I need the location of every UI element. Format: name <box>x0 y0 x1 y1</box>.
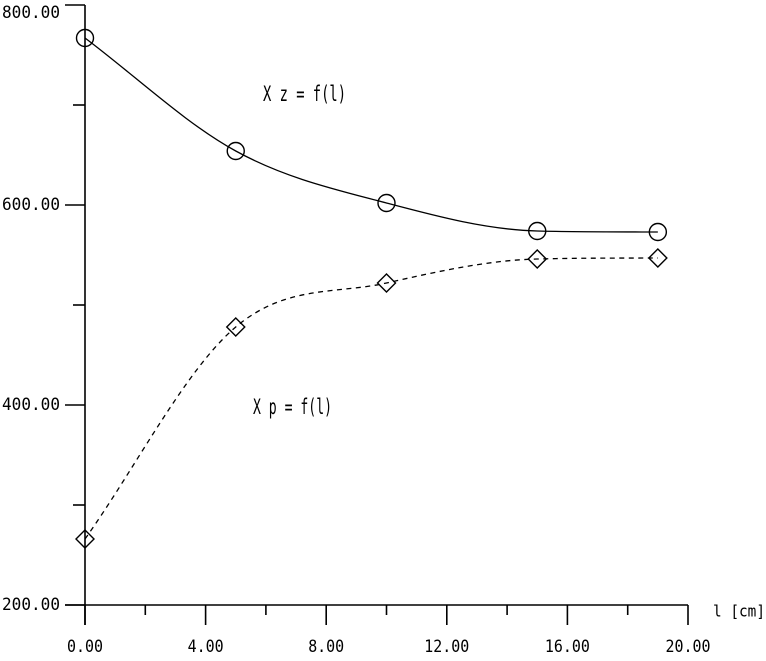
x-axis-label: l [cm] <box>713 602 765 621</box>
x-tick-label: 4.00 <box>188 637 224 657</box>
diamond-marker <box>376 273 397 293</box>
y-tick-label: 600.00 <box>2 195 60 215</box>
tick-labels: 0.00 4.00 8.00 12.00 16.00 20.00 200.00 400.00 6… <box>2 3 711 657</box>
x-tick-label: 8.00 <box>308 637 344 657</box>
circle-marker <box>226 141 245 161</box>
axes <box>65 4 689 625</box>
y-tick-label: 800.00 <box>2 3 60 23</box>
x-tick-label: 20.00 <box>666 637 711 657</box>
series-0-curve <box>84 37 658 233</box>
circle-marker <box>648 222 668 242</box>
circle-marker <box>377 193 396 213</box>
y-tick-label: 200.00 <box>2 595 60 615</box>
x-tick-label: 16.00 <box>545 637 590 657</box>
x-tick-label: 12.00 <box>424 637 469 657</box>
circle-marker <box>528 221 547 241</box>
diamond-marker <box>75 529 95 549</box>
curves <box>75 28 668 549</box>
series-xz-annotation: X z = f(l) <box>263 82 346 106</box>
series-1-curve <box>84 257 658 540</box>
y-tick-label: 400.00 <box>2 395 60 415</box>
series-xp-annotation: X p = f(l) <box>253 395 332 419</box>
x-tick-label: 0.00 <box>67 637 103 657</box>
diamond-marker <box>527 249 548 269</box>
diamond-marker <box>647 248 668 268</box>
circle-marker <box>75 28 95 48</box>
diamond-marker <box>225 317 246 337</box>
